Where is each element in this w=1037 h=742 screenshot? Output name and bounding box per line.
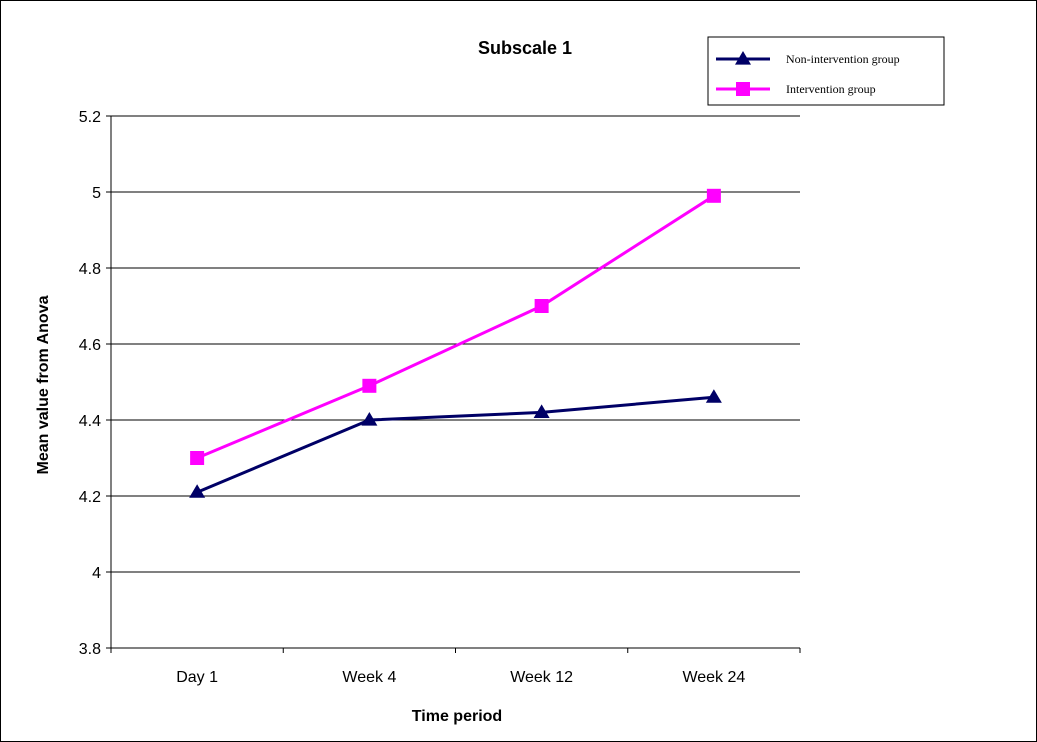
y-tick-label: 4.8 [79, 261, 101, 278]
data-point [706, 188, 721, 203]
legend-label: Non-intervention group [786, 52, 900, 66]
x-axis-title: Time period [412, 708, 502, 725]
data-point [533, 404, 550, 418]
series-group [189, 188, 722, 498]
x-tick-label: Week 12 [510, 669, 573, 686]
x-axis-ticks: Day 1 Week 4 Week 12 Week 24 [110, 648, 801, 686]
y-tick-label: 4.6 [79, 337, 101, 354]
gridlines [111, 115, 800, 573]
data-point [705, 389, 722, 403]
x-tick-label: Week 24 [682, 669, 745, 686]
data-point [189, 484, 206, 498]
legend-marker [735, 51, 751, 65]
data-point [361, 412, 378, 426]
data-point [362, 378, 377, 393]
legend-label: Intervention group [786, 82, 876, 96]
chart-title: Subscale 1 [478, 38, 572, 58]
y-axis-title: Mean value from Anova [35, 295, 52, 474]
y-tick-label: 3.8 [79, 641, 101, 658]
y-tick-label: 5 [92, 185, 101, 202]
y-tick-label: 5.2 [79, 109, 101, 126]
y-tick-label: 4.4 [79, 413, 101, 430]
series-line-1 [196, 194, 715, 460]
x-tick-label: Week 4 [342, 669, 396, 686]
series-line-0 [196, 395, 715, 494]
y-axis-ticks: 3.8 4 4.2 4.4 4.6 4.8 5 5.2 [79, 109, 111, 658]
y-tick-label: 4 [92, 565, 101, 582]
y-tick-label: 4.2 [79, 489, 101, 506]
legend: Non-intervention group Intervention group [707, 36, 945, 106]
data-point [534, 299, 549, 313]
x-tick-label: Day 1 [176, 669, 218, 686]
legend-marker [736, 82, 750, 96]
data-point [190, 451, 205, 465]
